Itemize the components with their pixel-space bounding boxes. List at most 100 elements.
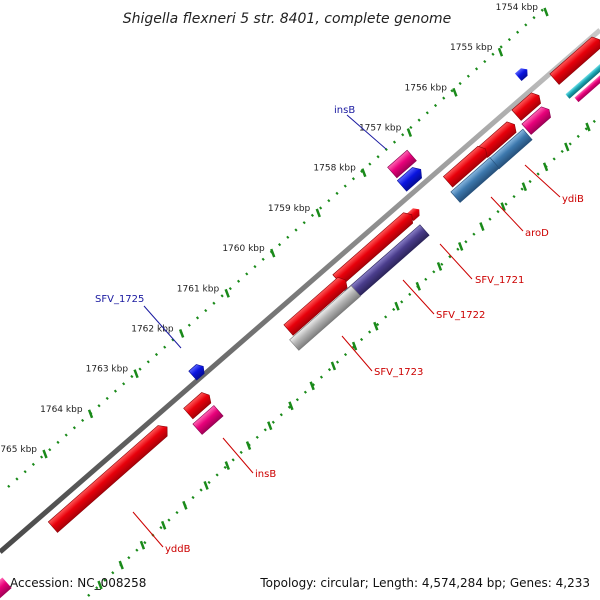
inner-track-tick-mark [288,401,294,411]
inner-track-tick-mark [521,182,528,192]
ruler-tick-label: 1765 kbp [0,445,37,455]
inner-track-tick-mark [585,122,591,132]
gene-labels: insB SFV_1725 ydiB aroD SFV_1721 SFV_172… [95,105,584,555]
leader-sfv1725 [143,305,182,349]
ruler-tick-label: 1760 kbp [222,244,265,254]
gene-feature-red-yddb[interactable] [47,422,171,533]
inner-dotted-line [87,115,600,597]
inner-track-tick-mark [224,461,230,470]
gene-feature-blue-sfv1725[interactable] [188,362,207,381]
gene-feature-blue-small-top[interactable] [514,66,531,82]
gene-feature-gray-sfv1723[interactable] [289,285,361,351]
ruler-track [7,5,548,488]
leader-sfv1721 [439,243,473,280]
ruler-tick-label: 1762 kbp [131,324,174,334]
inner-track-tick-mark [415,281,421,291]
inner-track [87,115,600,597]
ruler-dotted-line [7,5,548,488]
inner-track-tick-mark [182,500,188,510]
ruler-tick-label: 1757 kbp [359,124,402,134]
inner-track-tick-mark [139,540,146,550]
gene-label-insb-bottom[interactable]: insB [255,469,276,480]
gene-label-sfv1722[interactable]: SFV_1722 [436,310,485,321]
inner-track-tick-mark [373,321,379,331]
gene-feature-steel-arod[interactable] [450,157,500,203]
leader-arod [490,196,524,232]
ruler-tick-mark [452,87,458,97]
ruler-tick-mark [224,288,230,298]
ruler-tick-label: 1754 kbp [496,3,539,13]
ruler-tick-mark [315,208,321,218]
ruler-tick-label: 1761 kbp [177,284,220,294]
ruler-tick-label: 1763 kbp [86,365,129,375]
gene-feature-red-insb-bottom[interactable] [183,390,214,420]
leader-insb-bottom [222,437,254,474]
map-title: Shigella flexneri 5 str. 8401, complete … [123,11,452,27]
inner-track-tick-mark [330,361,337,371]
inner-track-tick-mark [160,520,167,530]
inner-track-ticks [97,122,591,590]
ruler-tick-label: 1759 kbp [268,204,311,214]
accession-text: Accession: NC_008258 [10,576,146,590]
gene-feature-top-right-red[interactable] [549,34,600,85]
gene-feature-red-sfv1721-small[interactable] [406,206,423,222]
ruler-tick-label: 1764 kbp [40,405,83,415]
ruler-tick-label: 1755 kbp [450,43,493,53]
inner-track-tick-mark [542,162,549,172]
ruler-tick-mark [42,449,48,459]
ruler-tick-mark [270,248,276,258]
ruler-ticks: 1754 kbp 1755 kbp 1756 kbp 1757 kbp 1758 kbp… [0,3,549,459]
gene-feature-red-arod[interactable] [442,144,490,188]
leader-ydib [524,164,561,198]
ruler-tick-mark [133,369,139,379]
leader-yddb [132,511,164,548]
gene-label-sfv1725[interactable]: SFV_1725 [95,294,144,305]
inner-track-tick-mark [394,301,400,311]
gene-feature-pink-ydib[interactable] [521,104,554,135]
inner-track-tick-mark [118,560,124,570]
inner-track-tick-mark [267,421,273,431]
gene-label-sfv1723[interactable]: SFV_1723 [374,367,423,378]
inner-track-tick-mark [436,261,443,271]
gene-label-insb-top[interactable]: insB [334,105,355,116]
leader-sfv1722 [402,279,435,315]
label-leaders [132,114,561,548]
inner-track-tick-mark [245,441,252,451]
gene-feature-red-ydib-a[interactable] [511,90,544,121]
backbone-line [0,28,600,554]
genome-summary-text: Topology: circular; Length: 4,574,284 bp… [259,576,590,590]
leader-insb-top [346,114,387,150]
inner-track-tick-mark [564,142,570,152]
gene-label-ydib[interactable]: ydiB [562,194,584,205]
gene-feature-blue-insb-top[interactable] [396,164,425,192]
ruler-tick-mark [361,168,367,178]
ruler-tick-mark [543,7,549,17]
genome-backbone [0,28,600,554]
gene-feature-pink-insb-top[interactable] [387,149,417,179]
gene-feature-top-right-pink[interactable] [574,72,600,103]
inner-track-tick-mark [458,242,464,251]
ruler-tick-mark [178,329,185,338]
inner-track-tick-mark [97,580,103,590]
gene-label-yddb[interactable]: yddB [165,544,191,555]
gene-feature-top-right-teal[interactable] [565,63,600,99]
ruler-tick-mark [406,128,413,137]
gene-feature-pink-bottom-left[interactable] [0,577,12,599]
gene-label-arod[interactable]: aroD [525,228,549,239]
inner-track-tick-mark [351,341,358,351]
ruler-tick-mark [497,47,504,57]
ruler-tick-label: 1758 kbp [313,164,356,174]
leader-sfv1723 [341,335,373,372]
gene-label-sfv1721[interactable]: SFV_1721 [475,275,524,286]
gene-feature-pink-insb-bottom[interactable] [192,405,224,435]
gene-feature-red-sfv1723[interactable] [283,275,350,336]
inner-track-tick-mark [500,202,506,212]
inner-track-tick-mark [203,480,209,490]
ruler-tick-label: 1756 kbp [405,83,448,93]
inner-track-tick-mark [309,381,315,391]
ruler-tick-mark [87,409,94,419]
inner-track-tick-mark [479,222,485,232]
gene-features [0,34,600,599]
